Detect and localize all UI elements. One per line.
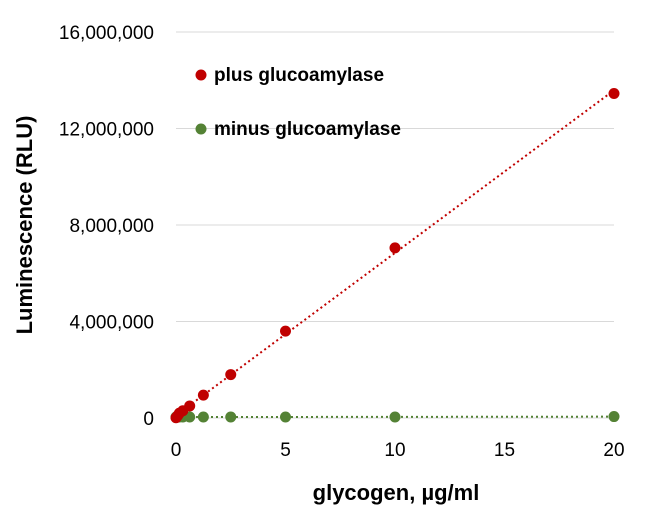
legend-label: plus glucoamylase <box>214 65 384 86</box>
trendlines <box>175 89 615 419</box>
x-tick-label: 5 <box>280 440 291 461</box>
x-tick-label: 15 <box>494 440 515 461</box>
y-axis-title: Luminescence (RLU) <box>12 116 37 335</box>
data-point <box>197 411 209 423</box>
trendline <box>175 89 615 417</box>
data-point <box>280 325 291 337</box>
x-tick-label: 20 <box>603 440 624 461</box>
x-tick-label: 0 <box>171 440 182 461</box>
x-axis-title: glycogen, µg/ml <box>313 480 480 505</box>
y-tick-label: 8,000,000 <box>69 216 154 237</box>
y-tick-label: 4,000,000 <box>69 313 154 334</box>
y-tick-label: 0 <box>143 409 154 430</box>
data-point <box>225 369 237 381</box>
data-point <box>608 411 620 423</box>
y-tick-label: 12,000,000 <box>59 120 154 141</box>
legend-label: minus glucoamylase <box>214 119 401 140</box>
data-point <box>389 242 401 254</box>
data-point <box>197 389 209 401</box>
legend-marker <box>195 123 207 135</box>
data-point <box>184 400 196 412</box>
data-point <box>389 411 401 423</box>
tick-labels: 0 4,000,000 8,000,000 12,000,000 16,000,000 0… <box>59 23 625 461</box>
x-tick-label: 10 <box>384 440 405 461</box>
legend: plus glucoamylase minus glucoamylase <box>195 65 401 140</box>
data-point <box>225 411 237 423</box>
data-points <box>170 88 620 424</box>
legend-marker <box>195 69 207 81</box>
y-tick-label: 16,000,000 <box>59 23 154 44</box>
data-point <box>608 88 620 100</box>
data-point <box>280 411 291 423</box>
gridlines <box>176 31 614 419</box>
